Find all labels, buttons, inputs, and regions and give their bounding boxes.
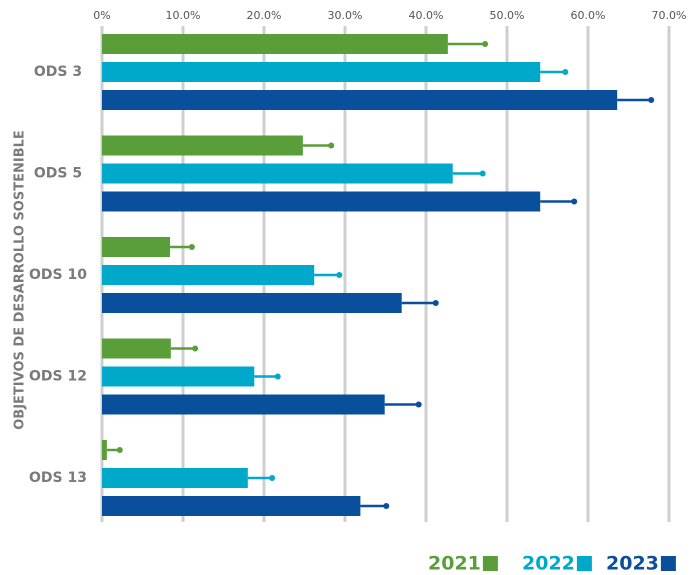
x-tick-label: 0% (93, 9, 110, 22)
error-cap (383, 503, 390, 509)
error-cap (192, 345, 199, 352)
legend-label: 2021 (428, 553, 481, 575)
y-tick-label: ODS 13 (29, 470, 87, 486)
error-cap (188, 244, 195, 250)
x-tick-label: 50.0% (490, 9, 525, 22)
x-tick-label: 10.0% (166, 9, 201, 22)
bar (102, 163, 453, 184)
bar (102, 265, 315, 285)
error-cap (274, 373, 281, 380)
y-tick-label: ODS 5 (34, 166, 82, 182)
x-tick-label: 60.0% (571, 9, 606, 22)
y-tick-label: ODS 3 (34, 64, 82, 80)
legend-label: 2023 (606, 553, 659, 575)
bar (102, 496, 361, 516)
bar (102, 394, 385, 415)
x-tick-label: 30.0% (328, 9, 363, 22)
error-cap (432, 300, 439, 306)
y-axis-label: OBJETIVOS DE DESARROLLO SOSTENIBLE (13, 130, 28, 430)
bar (102, 34, 448, 54)
legend-swatch (482, 556, 498, 571)
bar (102, 338, 171, 359)
legend-swatch (576, 556, 592, 571)
bar (102, 468, 248, 488)
legend-label: 2022 (522, 553, 575, 575)
bar (102, 135, 303, 156)
x-tick-label: 70.0% (652, 9, 687, 22)
error-cap (336, 272, 343, 278)
x-tick-label: 20.0% (247, 9, 282, 22)
error-cap (479, 170, 486, 177)
x-tick-label: 40.0% (409, 9, 444, 22)
error-cap (116, 447, 123, 453)
error-cap (328, 142, 335, 149)
y-tick-label: ODS 12 (29, 369, 87, 385)
bar (102, 366, 255, 387)
bar (102, 293, 402, 313)
bar (102, 90, 618, 110)
error-cap (269, 475, 276, 481)
bar (102, 237, 171, 257)
error-cap (415, 401, 422, 408)
error-cap (562, 69, 569, 75)
bar (102, 191, 541, 212)
bar (102, 62, 541, 82)
bar (102, 440, 107, 460)
y-tick-label: ODS 10 (29, 267, 87, 283)
error-cap (482, 41, 489, 47)
legend-swatch (660, 556, 676, 571)
error-cap (648, 97, 655, 103)
error-cap (571, 198, 578, 205)
